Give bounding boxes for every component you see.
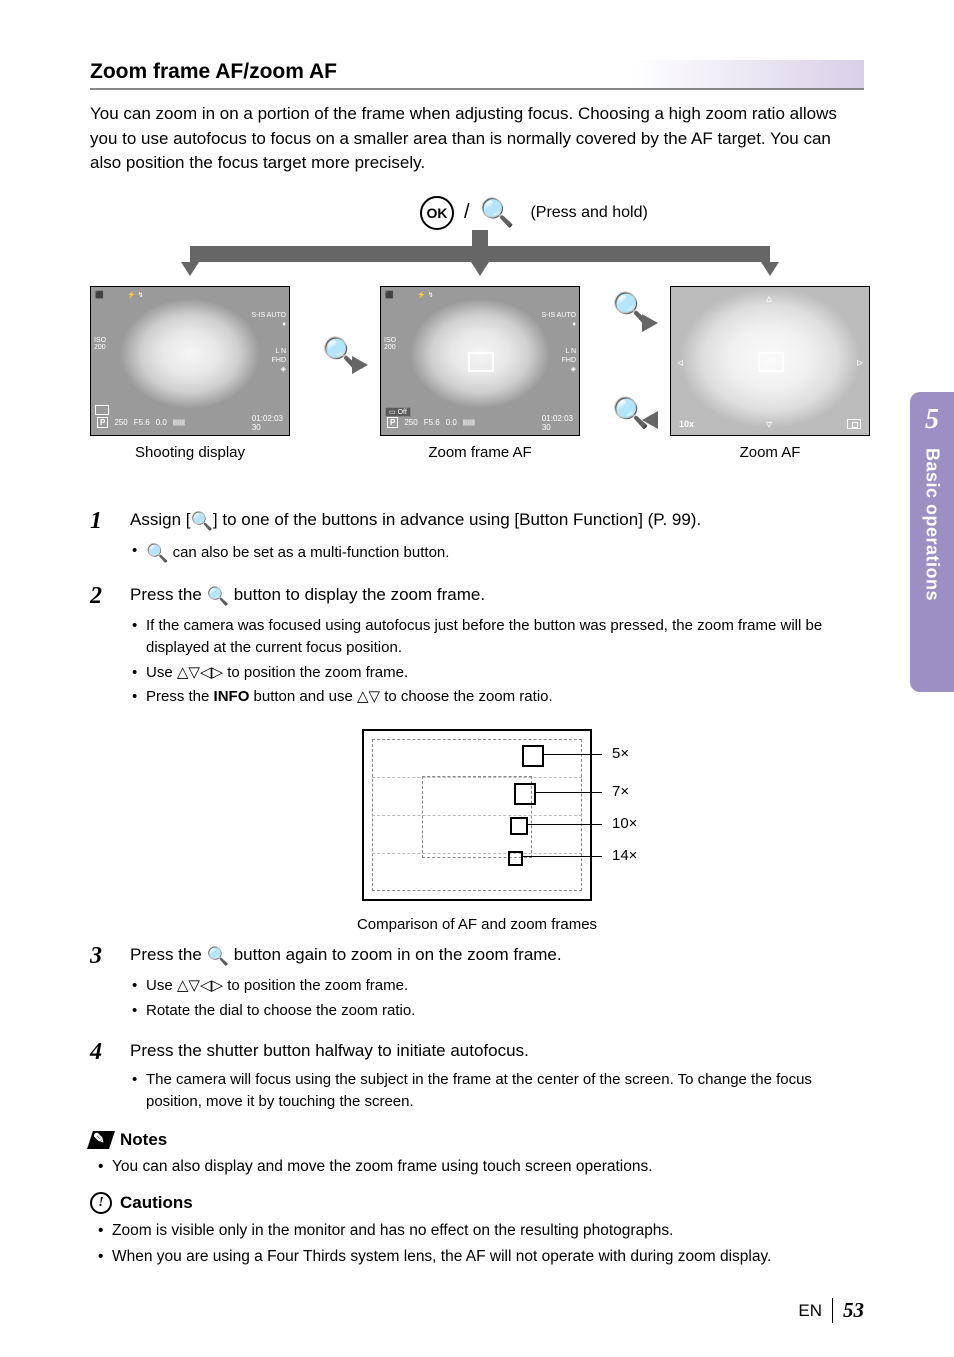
flow-diagram: OK / 🔍 (Press and hold) ⬛ ⚡ ↯ ISO200 S-I… <box>90 196 864 496</box>
page-number: 53 <box>832 1298 864 1323</box>
magnify-icon: 🔍 <box>207 946 229 966</box>
intro-text: You can zoom in on a portion of the fram… <box>90 102 864 176</box>
magnify-icon: 🔍 <box>480 196 515 229</box>
cautions-list: Zoom is visible only in the monitor and … <box>90 1220 864 1268</box>
caution-icon: ! <box>90 1192 112 1214</box>
magnify-icon: 🔍 <box>190 511 212 531</box>
comparison-figure: 5× 7× 10× 14× Comparison of AF and zoom … <box>90 729 864 933</box>
magnify-icon: 🔍 <box>146 543 168 563</box>
notes-icon <box>90 1131 112 1149</box>
step-4: 4 Press the shutter button halfway to in… <box>90 1039 864 1116</box>
thumb-zoom-af: ▵ ▿ ◃ ▹ 10x Zoom AF <box>670 286 870 461</box>
cautions-heading: ! Cautions <box>90 1192 864 1214</box>
notes-list: You can also display and move the zoom f… <box>90 1156 864 1178</box>
lang-label: EN <box>798 1301 822 1321</box>
step-3: 3 Press the 🔍 button again to zoom in on… <box>90 943 864 1025</box>
step-1: 1 Assign [🔍] to one of the buttons in ad… <box>90 508 864 569</box>
page-footer: EN 53 <box>798 1298 864 1323</box>
chapter-tab: 5 Basic operations <box>910 392 954 692</box>
step-2: 2 Press the 🔍 button to display the zoom… <box>90 583 864 711</box>
notes-heading: Notes <box>90 1130 864 1150</box>
magnify-icon: 🔍 <box>207 586 229 606</box>
ok-icon: OK <box>420 196 454 230</box>
section-title: Zoom frame AF/zoom AF <box>90 60 864 90</box>
slash: / <box>464 201 470 224</box>
thumb-zoom-frame: ⬛ ⚡ ↯ ISO200 S-IS AUTO♦L NFHD◈ ▭ Off P 2… <box>380 286 580 461</box>
press-hold-label: (Press and hold) <box>530 204 647 222</box>
thumb-shooting: ⬛ ⚡ ↯ ISO200 S-IS AUTO♦L NFHD◈ P 250 F5.… <box>90 286 290 461</box>
steps-list: 1 Assign [🔍] to one of the buttons in ad… <box>90 508 864 1116</box>
